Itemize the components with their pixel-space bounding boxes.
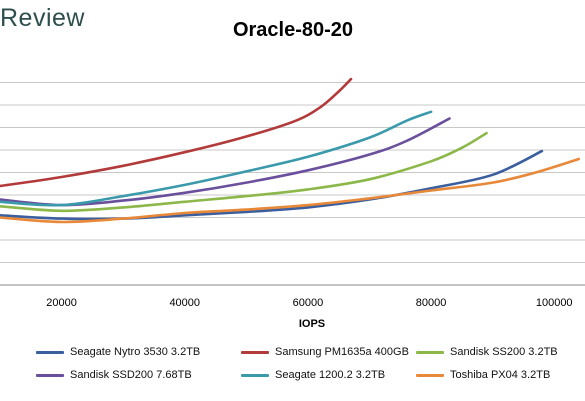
series-line-2 bbox=[0, 131, 488, 213]
legend-label-4: Seagate 1200.2 3.2TB bbox=[275, 369, 386, 381]
legend-swatch-3 bbox=[36, 373, 64, 377]
legend-label-1: Samsung PM1635a 400GB bbox=[275, 346, 409, 358]
legend-item-4: Seagate 1200.2 3.2TB bbox=[241, 369, 416, 381]
series-line-5 bbox=[0, 157, 581, 224]
chart-title: Oracle-80-20 bbox=[233, 19, 353, 41]
series-lines bbox=[0, 77, 581, 224]
gridlines bbox=[0, 82, 585, 263]
legend-swatch-0 bbox=[36, 350, 64, 354]
legend-item-5: Toshiba PX04 3.2TB bbox=[416, 369, 585, 381]
legend-label-5: Toshiba PX04 3.2TB bbox=[450, 369, 551, 381]
x-tick-label-20000: 20000 bbox=[46, 297, 77, 309]
legend-item-1: Samsung PM1635a 400GB bbox=[241, 346, 416, 358]
legend-swatch-4 bbox=[241, 373, 269, 377]
x-tick-label-80000: 80000 bbox=[416, 297, 447, 309]
legend-label-3: Sandisk SSD200 7.68TB bbox=[70, 369, 192, 381]
x-tick-label-60000: 60000 bbox=[293, 297, 324, 309]
legend: Seagate Nytro 3530 3.2TB Samsung PM1635a … bbox=[36, 346, 576, 381]
x-axis-label: IOPS bbox=[299, 318, 325, 330]
series-line-1 bbox=[0, 77, 353, 188]
x-axis: 20000 40000 60000 80000 100000 bbox=[0, 284, 585, 309]
legend-swatch-5 bbox=[416, 373, 444, 377]
legend-item-2: Sandisk SS200 3.2TB bbox=[416, 346, 585, 358]
legend-swatch-2 bbox=[416, 350, 444, 354]
legend-item-0: Seagate Nytro 3530 3.2TB bbox=[36, 346, 241, 358]
legend-swatch-1 bbox=[241, 350, 269, 354]
series-line-4 bbox=[0, 110, 433, 207]
legend-label-2: Sandisk SS200 3.2TB bbox=[450, 346, 558, 358]
series-line-0 bbox=[0, 149, 544, 221]
legend-label-0: Seagate Nytro 3530 3.2TB bbox=[70, 346, 201, 358]
legend-item-3: Sandisk SSD200 7.68TB bbox=[36, 369, 241, 381]
x-tick-label-100000: 100000 bbox=[536, 297, 573, 309]
review-logo: Review bbox=[0, 4, 85, 32]
x-tick-label-40000: 40000 bbox=[169, 297, 200, 309]
